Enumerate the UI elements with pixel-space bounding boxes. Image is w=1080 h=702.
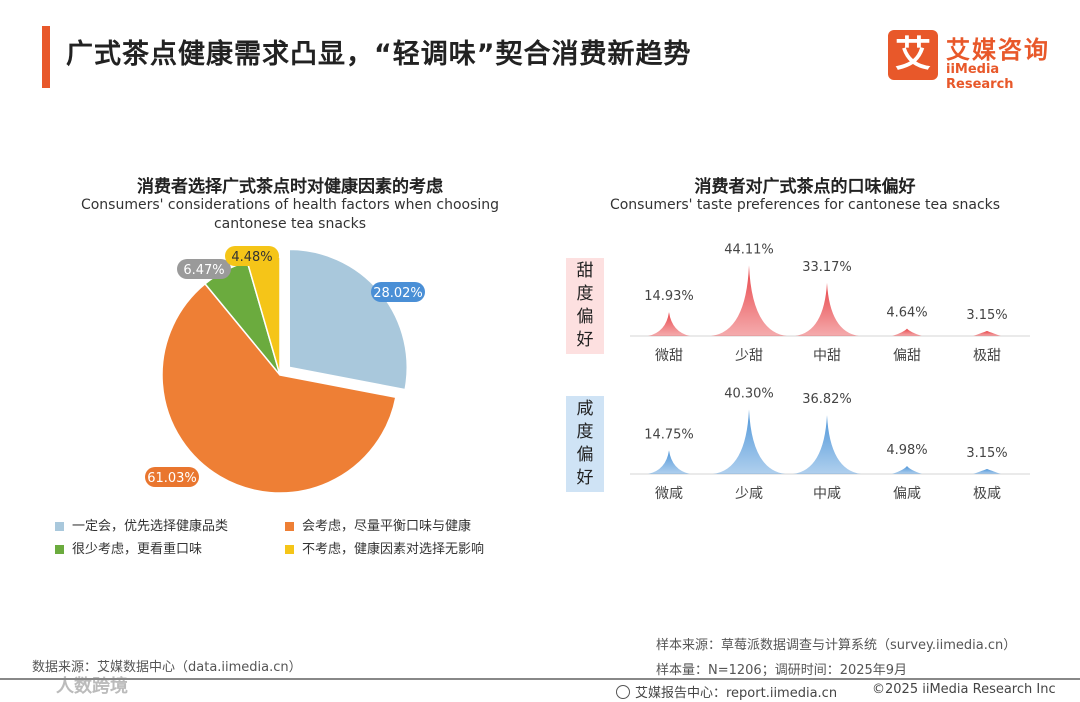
taste-peak (892, 328, 922, 336)
taste-value-label: 4.64% (886, 306, 927, 321)
data-source: 数据来源：艾媒数据中心（data.iimedia.cn） (32, 660, 302, 675)
pie-subtitle-line1: Consumers' considerations of health fact… (80, 197, 500, 213)
taste-peak (973, 468, 1001, 474)
taste-category-label: 少咸 (735, 486, 763, 502)
taste-value-label: 4.98% (886, 443, 927, 458)
row-char: 甜 (576, 261, 594, 281)
row-char: 好 (576, 468, 594, 488)
taste-category-label: 极咸 (973, 486, 1001, 502)
taste-category-label: 偏咸 (893, 486, 921, 502)
watermark-text: 人数跨境 (56, 676, 128, 697)
taste-value-label: 14.93% (644, 289, 694, 304)
row-char: 偏 (576, 445, 594, 465)
taste-chart-subtitle: Consumers' taste preferences for cantone… (609, 197, 1001, 213)
legend-label: 很少考虑，更看重口味 (72, 542, 203, 557)
taste-category-label: 中甜 (813, 348, 841, 364)
pie-data-label: 28.02% (371, 282, 425, 302)
legend-swatch (285, 522, 294, 531)
pie-value-label: 61.03% (147, 471, 197, 486)
legend-item-1: 一定会，优先选择健康品类 (55, 515, 228, 534)
legend-label: 不考虑，健康因素对选择无影响 (302, 542, 485, 557)
pie-value-label: 28.02% (373, 286, 423, 301)
page-title: 广式茶点健康需求凸显，“轻调味”契合消费新趋势 (66, 39, 692, 70)
row-char: 偏 (576, 307, 594, 327)
report-center-text: 艾媒报告中心：report.iimedia.cn (635, 686, 838, 701)
pie-data-label: 61.03% (145, 467, 199, 487)
pie-slice (288, 248, 408, 391)
taste-peak (795, 282, 859, 336)
taste-peak (712, 409, 786, 474)
logo-cn-text: 艾媒咨询 (946, 36, 1050, 64)
globe-icon (616, 685, 630, 699)
pie-slice (161, 282, 397, 494)
taste-chart-title: 消费者对广式茶点的口味偏好 (694, 177, 916, 197)
pie-value-label: 4.48% (231, 250, 272, 265)
row-char: 咸 (576, 399, 594, 419)
brand-logo: 艾 艾媒咨询 iiMedia Research (888, 30, 1060, 92)
taste-value-label: 33.17% (802, 260, 852, 275)
taste-peak (711, 265, 787, 336)
pie-data-label: 6.47% (177, 259, 231, 279)
copyright: ©2025 iiMedia Research Inc (872, 682, 1056, 697)
pie-chart-subtitle: Consumers' considerations of health fact… (40, 196, 540, 234)
taste-category-label: 偏甜 (893, 348, 921, 364)
pie-chart: 28.02% 61.03% 6.47% 4.48% (145, 246, 425, 494)
legend-swatch (285, 545, 294, 554)
sweetness-row-label: 甜 度 偏 好 (566, 258, 604, 354)
taste-value-label: 3.15% (966, 446, 1007, 461)
row-char: 度 (576, 422, 594, 442)
taste-category-label: 微甜 (655, 348, 683, 364)
taste-peak (792, 415, 862, 474)
footer-divider (0, 678, 1080, 680)
legend-swatch (55, 545, 64, 554)
taste-value-label: 3.15% (966, 308, 1007, 323)
legend-label: 会考虑，尽量平衡口味与健康 (302, 519, 472, 534)
legend-item-2: 会考虑，尽量平衡口味与健康 (285, 515, 471, 534)
taste-peak (648, 312, 690, 336)
legend-item-4: 不考虑，健康因素对选择无影响 (285, 538, 484, 557)
taste-category-label: 微咸 (655, 486, 683, 502)
taste-category-label: 极甜 (973, 348, 1001, 364)
title-accent-bar (42, 26, 50, 88)
logo-mark: 艾 (888, 30, 938, 80)
taste-peak (892, 466, 922, 474)
row-char: 度 (576, 284, 594, 304)
legend-label: 一定会，优先选择健康品类 (72, 519, 229, 534)
saltiness-row-label: 咸 度 偏 好 (566, 396, 604, 492)
pie-value-label: 6.47% (183, 263, 224, 278)
taste-value-label: 44.11% (724, 242, 774, 257)
taste-preference-chart: 14.93% 微甜 44.11% 少甜 33.17% 中甜 4.64% 偏甜 3.15% 极甜 14… (630, 242, 1030, 502)
taste-value-label: 40.30% (724, 387, 774, 402)
taste-category-label: 少甜 (735, 348, 763, 364)
taste-peak (648, 450, 690, 474)
pie-subtitle-line2: cantonese tea snacks (213, 216, 367, 232)
row-char: 好 (576, 330, 594, 350)
report-center-link[interactable]: 艾媒报告中心：report.iimedia.cn (616, 682, 837, 701)
logo-en-text: iiMedia Research (946, 62, 1014, 92)
taste-category-label: 中咸 (813, 486, 841, 502)
sample-source: 样本来源：草莓派数据调查与计算系统（survey.iimedia.cn） (656, 638, 1017, 653)
taste-peak (973, 330, 1001, 336)
taste-value-label: 36.82% (802, 392, 852, 407)
legend-item-3: 很少考虑，更看重口味 (55, 538, 202, 557)
pie-data-label: 4.48% (225, 246, 279, 266)
taste-value-label: 14.75% (644, 427, 694, 442)
pie-chart-title: 消费者选择广式茶点时对健康因素的考虑 (137, 177, 443, 197)
sample-size: 样本量：N=1206；调研时间：2025年9月 (656, 663, 908, 678)
legend-swatch (55, 522, 64, 531)
